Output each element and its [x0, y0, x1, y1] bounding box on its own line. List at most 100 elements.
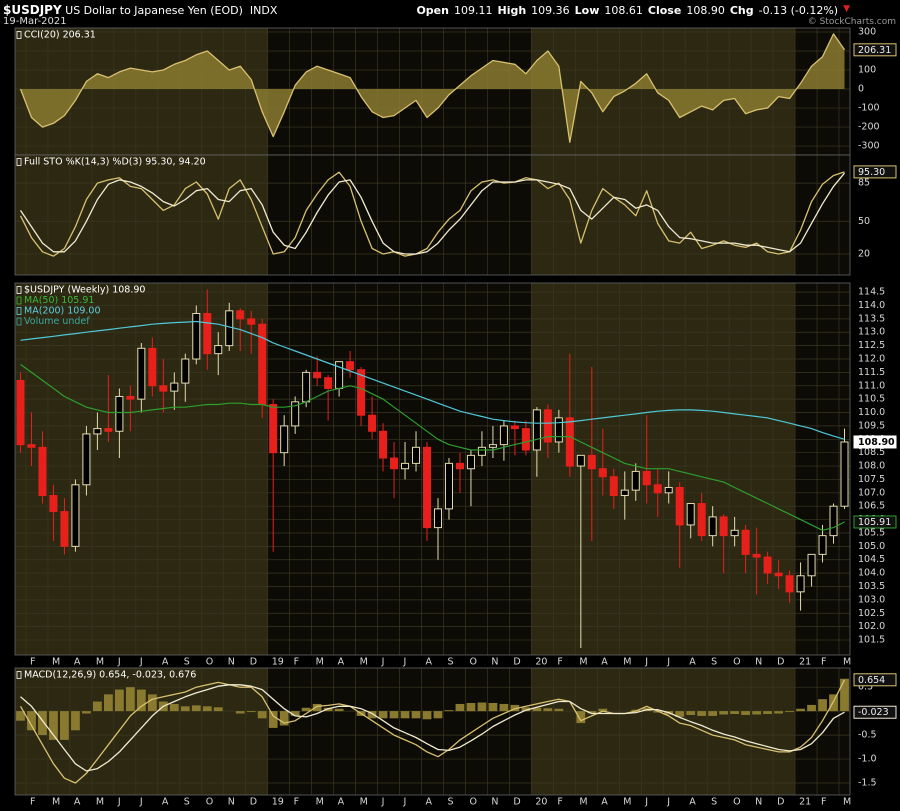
x-tick-label: N	[228, 797, 235, 808]
histogram-bar	[334, 708, 344, 712]
x-tick-label: M	[360, 797, 368, 808]
quote-label: Low	[574, 4, 600, 17]
change-arrow: ▼	[843, 4, 850, 14]
histogram-bar	[477, 702, 487, 712]
quote-label: Open	[416, 4, 449, 17]
x-tick-label: A	[689, 797, 696, 808]
histogram-bar	[686, 711, 696, 715]
legend-entry: CCI(20) 206.31	[24, 30, 96, 41]
x-tick-label: M	[623, 797, 631, 808]
x-tick-label: A	[689, 657, 696, 668]
legend-icon	[16, 286, 22, 294]
x-tick-label: F	[557, 657, 562, 668]
candle-body	[774, 572, 783, 577]
x-tick-label: O	[469, 797, 476, 808]
y-tick-label: 105.0	[858, 541, 885, 552]
candle-body	[455, 462, 464, 470]
histogram-bar	[389, 711, 399, 719]
candle-body	[60, 511, 69, 547]
histogram-bar	[422, 711, 432, 720]
quote-label: High	[497, 4, 527, 17]
histogram-bar	[719, 711, 729, 715]
candle-body	[159, 385, 168, 392]
candle-body	[675, 486, 684, 526]
quote-label: Chg	[729, 4, 754, 17]
x-tick-label: 20	[535, 657, 547, 668]
y-tick-label: 85	[858, 178, 870, 189]
y-tick-label: 113.5	[858, 313, 885, 324]
y-tick-label: 106.5	[858, 501, 885, 512]
y-tick-label: 104.5	[858, 554, 885, 565]
histogram-bar	[82, 711, 91, 714]
x-tick-label: J	[139, 797, 143, 808]
y-tick-label: 103.5	[858, 581, 885, 592]
histogram-bar	[16, 711, 25, 721]
y-tick-label: -100	[858, 103, 880, 114]
y-tick-label: -300	[858, 141, 880, 152]
value-box	[853, 515, 897, 529]
y-tick-label: -200	[858, 122, 880, 133]
candle-body	[433, 508, 443, 529]
candle-body	[598, 468, 607, 478]
histogram-bar	[411, 711, 421, 719]
candle-body	[807, 553, 816, 577]
x-tick-label: D	[513, 797, 520, 808]
x-tick-label: F	[30, 657, 35, 668]
y-tick-label: 114.0	[858, 300, 885, 311]
histogram-bar	[235, 711, 245, 714]
x-tick-label: A	[74, 797, 81, 808]
x-tick-label: D	[777, 797, 784, 808]
candle-body	[422, 446, 432, 529]
candle-body	[126, 395, 135, 400]
y-tick-label: -1.0	[858, 754, 877, 765]
quote-value: 109.11	[453, 4, 493, 17]
value-box-label: 206.31	[858, 45, 891, 56]
year-shade	[15, 155, 268, 275]
x-tick-label: 21	[799, 797, 811, 808]
candle-body	[93, 428, 102, 435]
value-box-label: 105.91	[858, 517, 891, 528]
x-tick-label: M	[316, 797, 324, 808]
quote-value: 108.61	[604, 4, 643, 17]
x-tick-label: D	[250, 797, 257, 808]
histogram-bar	[730, 711, 740, 715]
x-tick-label: J	[644, 797, 648, 808]
candle-body	[170, 382, 179, 392]
histogram-bar	[554, 708, 564, 712]
x-tick-label: M	[843, 797, 851, 808]
value-box	[853, 705, 897, 719]
y-tick-label: 103.0	[858, 594, 885, 605]
candle-body	[488, 444, 497, 448]
candle-body	[444, 462, 453, 510]
histogram-bar	[147, 694, 157, 712]
candle-body	[741, 529, 750, 555]
histogram-bar	[290, 711, 300, 716]
x-tick-label: M	[96, 657, 104, 668]
candle-body	[653, 484, 662, 494]
x-tick-label: 20	[535, 797, 547, 808]
value-box-label: 0.654	[858, 675, 885, 686]
moving-average	[20, 320, 845, 440]
x-tick-label: O	[733, 797, 740, 808]
candle-body	[27, 444, 36, 448]
x-tick-label: D	[777, 657, 784, 668]
x-tick-label: N	[755, 657, 762, 668]
histogram-bar	[202, 706, 212, 712]
histogram-bar	[521, 707, 531, 712]
y-tick-label: 101.5	[858, 635, 885, 646]
y-tick-label: 109.5	[858, 420, 885, 431]
x-tick-label: J	[403, 797, 407, 808]
x-tick-label: F	[821, 797, 826, 808]
candle-body	[521, 428, 530, 451]
x-tick-label: A	[338, 797, 345, 808]
legend-icon	[16, 671, 22, 679]
x-tick-label: D	[250, 657, 257, 668]
candle-body	[642, 470, 651, 486]
candle-body	[368, 414, 377, 432]
y-tick-label: 110.5	[858, 394, 885, 405]
x-tick-label: S	[711, 657, 717, 668]
x-tick-label: A	[601, 657, 608, 668]
moving-average	[20, 363, 845, 531]
histogram-bar	[818, 699, 827, 712]
candle-body	[466, 454, 475, 470]
